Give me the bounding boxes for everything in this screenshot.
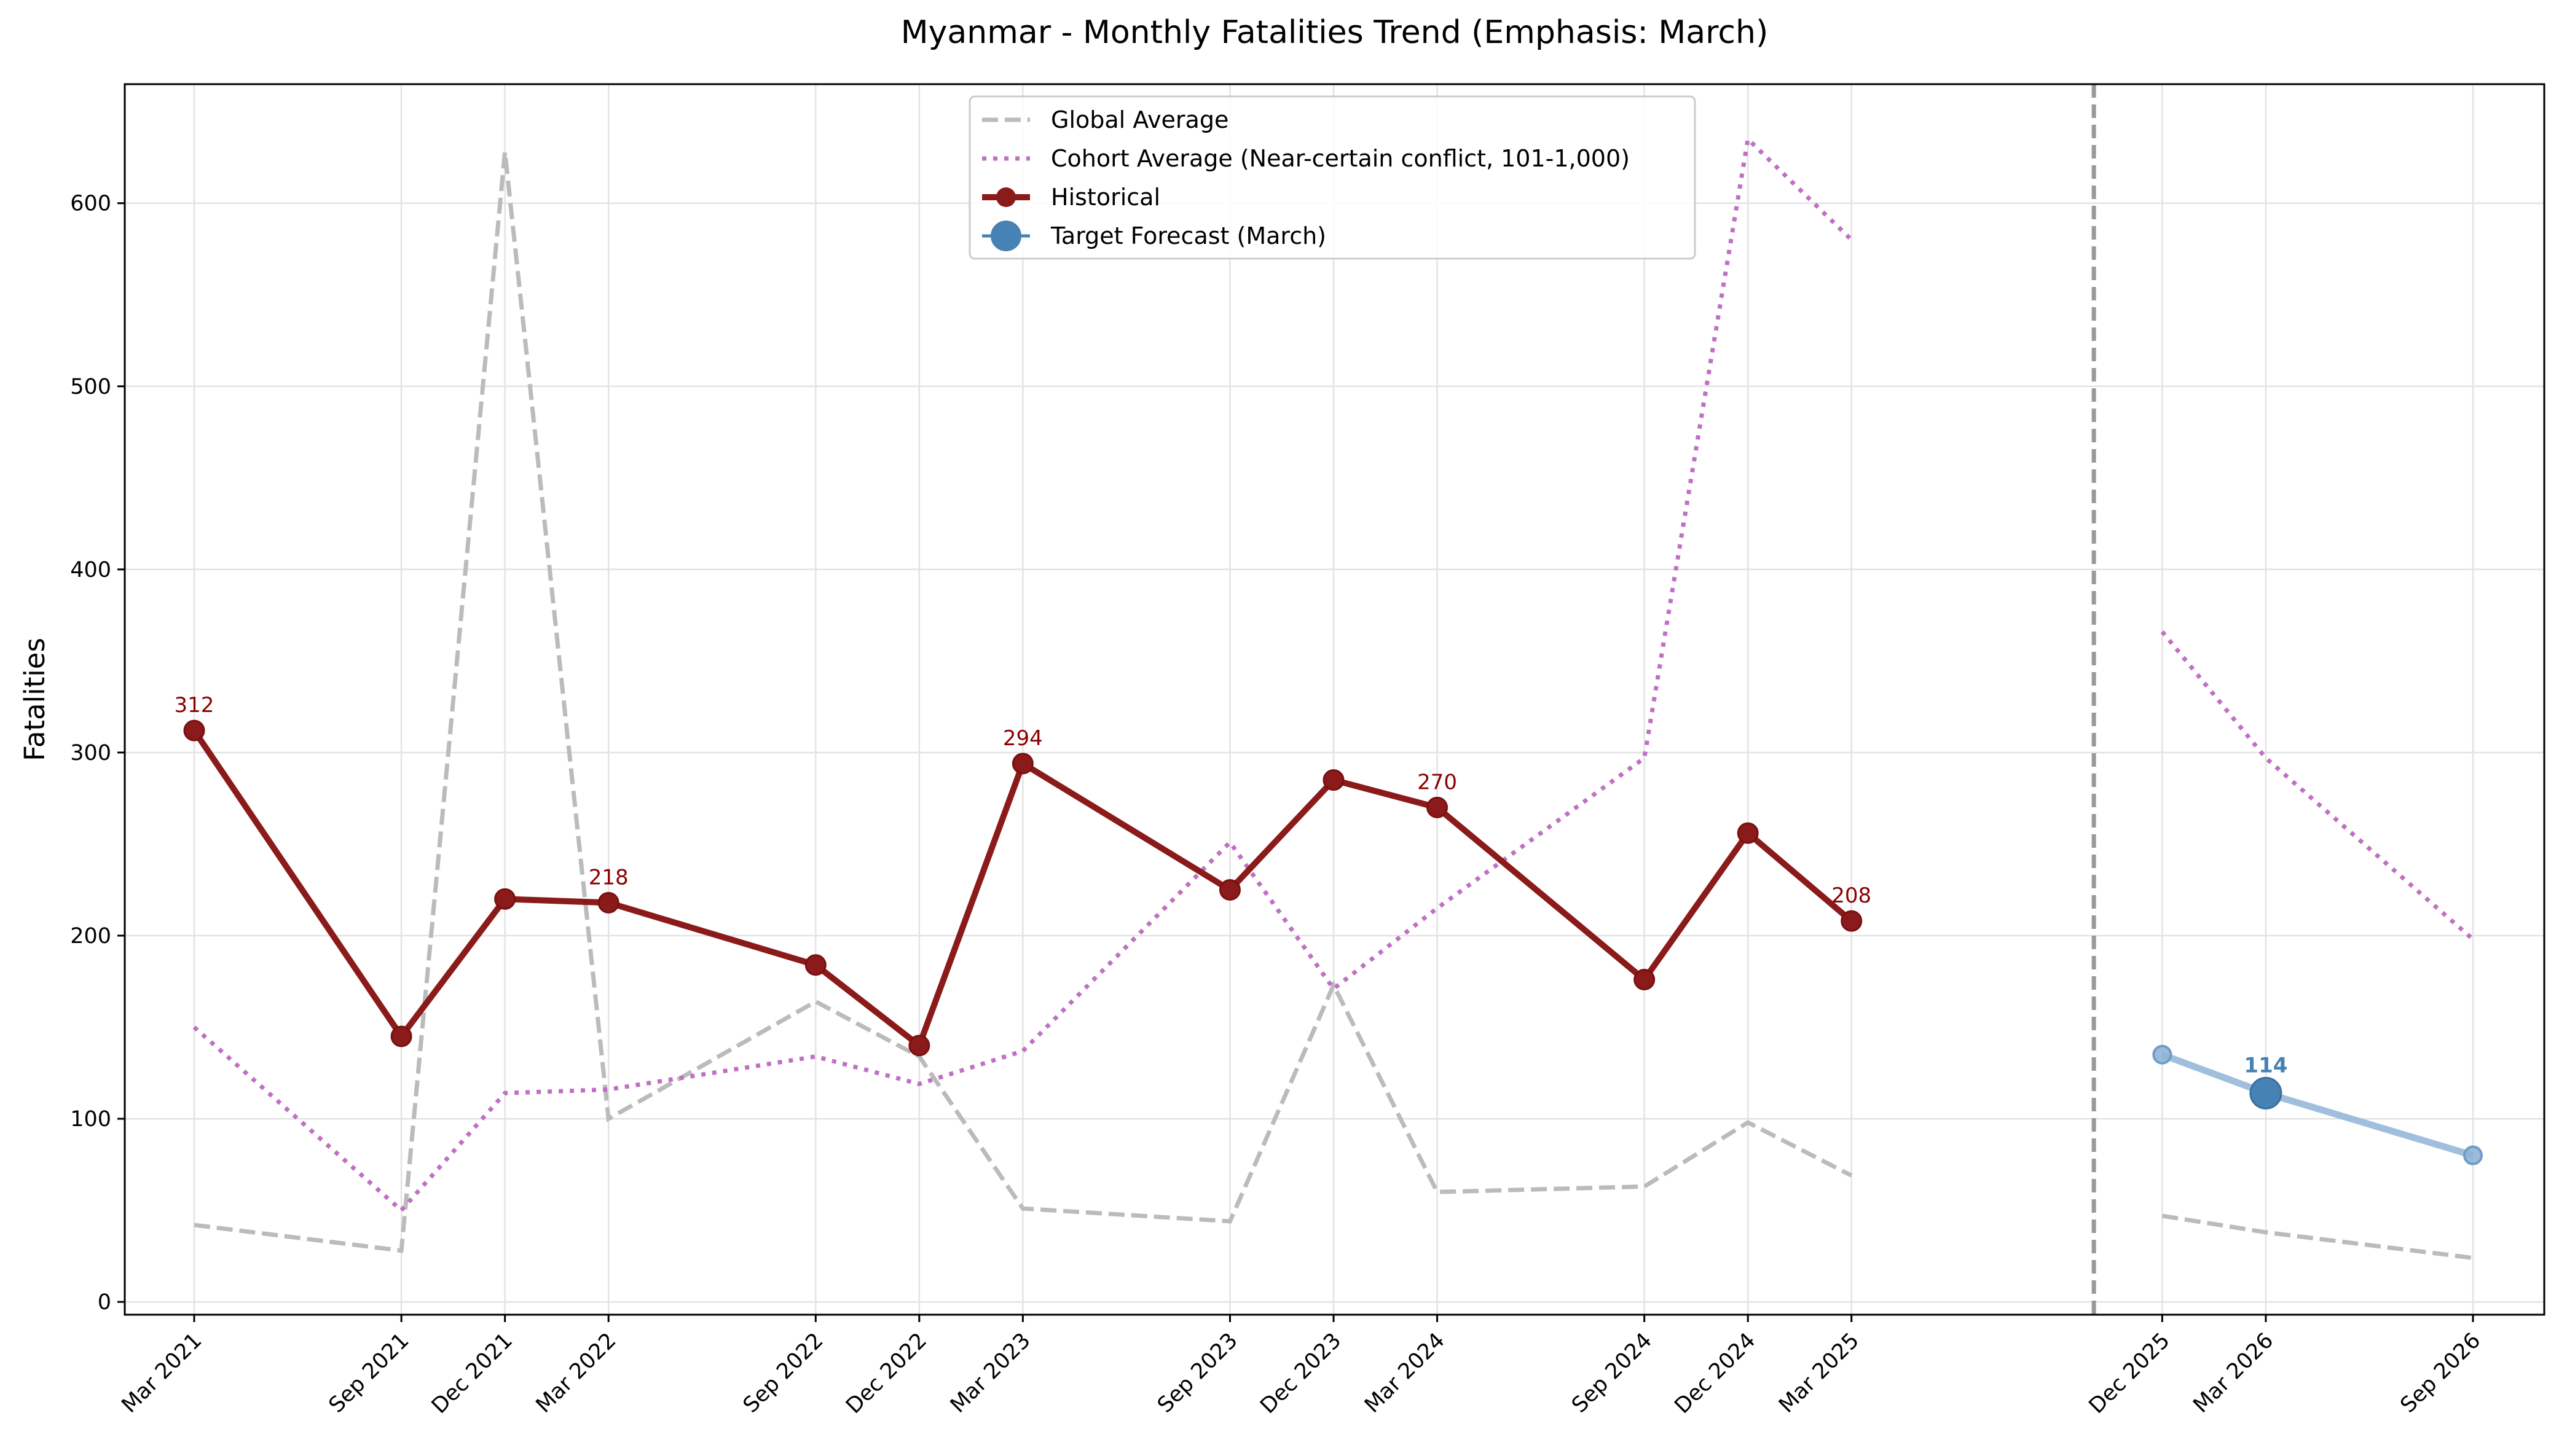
- historical-point: [1012, 753, 1034, 775]
- legend-marker-historical: [996, 187, 1016, 207]
- plot-frame: [124, 83, 2545, 1316]
- x-tick-label: Sep 2024: [1567, 1328, 1657, 1418]
- historical-point: [597, 891, 619, 914]
- global-average-line: [2161, 1213, 2474, 1261]
- y-tick-label: 300: [70, 741, 111, 765]
- x-tick-label: Dec 2021: [427, 1328, 517, 1419]
- legend-label: Target Forecast (March): [1050, 222, 1326, 249]
- y-tick-label: 500: [70, 375, 111, 399]
- y-tick-label: 0: [98, 1290, 111, 1315]
- y-axis-label: Fatalities: [18, 638, 51, 761]
- data-label: 270: [1417, 770, 1457, 794]
- series-markers: [183, 719, 2483, 1165]
- historical-point: [1426, 796, 1449, 818]
- legend-label: Global Average: [1051, 106, 1228, 133]
- x-tick-label: Mar 2022: [532, 1328, 621, 1418]
- x-tick-label: Sep 2026: [2396, 1328, 2486, 1418]
- data-label: 208: [1831, 883, 1871, 908]
- historical-point: [1841, 910, 1863, 932]
- data-label: 294: [1003, 726, 1043, 751]
- x-tick-label: Dec 2024: [1670, 1328, 1761, 1419]
- x-tick-label: Dec 2025: [2085, 1328, 2175, 1419]
- legend-box: [969, 95, 1696, 260]
- legend: Global Average Cohort Average (Near-certa…: [969, 95, 1696, 260]
- historical-point: [390, 1025, 412, 1047]
- historical-point: [1219, 879, 1241, 901]
- cohort-average-near-certain-conflict-101-1-000-line: [192, 135, 1853, 1214]
- y-tick-label: 200: [70, 924, 111, 949]
- x-tick-label: Sep 2022: [739, 1328, 828, 1418]
- historical-point: [804, 954, 827, 976]
- x-tick-label: Sep 2023: [1153, 1328, 1243, 1418]
- forecast-line: [2161, 1051, 2474, 1159]
- legend-label: Cohort Average (Near-certain conflict, 1…: [1051, 145, 1630, 172]
- data-label: 312: [175, 693, 214, 718]
- historical-point: [1737, 822, 1759, 844]
- x-tick-label: Mar 2024: [1360, 1328, 1450, 1418]
- historical-point: [1323, 769, 1345, 791]
- data-labels: 312 218 294 270 208 114: [175, 693, 2288, 1078]
- x-tick-label: Mar 2025: [1774, 1328, 1864, 1418]
- y-tick-label: 400: [70, 558, 111, 582]
- cohort-average-near-certain-conflict-101-1-000-line: [2160, 630, 2475, 941]
- x-tick-label: Mar 2021: [117, 1328, 207, 1418]
- legend-marker-target-forecast: [991, 221, 1021, 251]
- global-average-line: [194, 151, 1853, 1253]
- chart-title: Myanmar - Monthly Fatalities Trend (Emph…: [901, 14, 1768, 51]
- grid: [125, 84, 2544, 1315]
- y-tick-label: 100: [70, 1107, 111, 1132]
- x-tick-label: Dec 2022: [841, 1328, 932, 1419]
- x-tick-label: Dec 2023: [1256, 1328, 1346, 1419]
- y-tick-label: 600: [70, 192, 111, 216]
- historical-point: [1633, 969, 1656, 991]
- historical-point: [183, 719, 205, 742]
- forecast-point: [2152, 1044, 2172, 1065]
- target-forecast-point: [2249, 1076, 2282, 1110]
- historical-point: [908, 1035, 930, 1057]
- data-label: 114: [2244, 1053, 2287, 1078]
- historical-point: [494, 888, 516, 910]
- data-label: 218: [589, 865, 629, 890]
- x-tick-label: Mar 2026: [2188, 1328, 2278, 1418]
- legend-label: Historical: [1051, 184, 1160, 211]
- x-tick-label: Sep 2021: [324, 1328, 414, 1418]
- x-tick-label: Mar 2023: [946, 1328, 1036, 1418]
- forecast-point: [2463, 1145, 2483, 1165]
